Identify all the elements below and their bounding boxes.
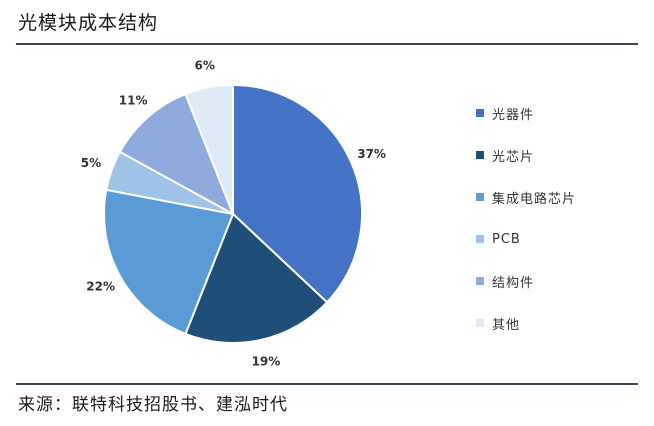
pie-slice-2 [103,188,235,336]
legend-label: 光芯片 [492,149,535,165]
pie-slice-0 [232,83,363,304]
slice-label-4: 11% [119,94,148,108]
legend-label: PCB [492,231,521,247]
legend-item-5: 其他 [476,302,576,344]
chart-legend: 光器件光芯片集成电路芯片 PCB 结构件其他 [476,92,576,344]
slice-label-1: 19% [252,354,281,368]
legend-label: 集成电路芯片 [492,191,577,207]
title-divider [16,43,638,45]
slice-label-2: 22% [86,280,115,294]
slice-label-5: 6% [195,59,215,73]
source-divider [16,383,638,385]
source-note: 来源：联特科技招股书、建泓时代 [18,395,288,415]
legend-label: 其他 [492,317,521,333]
legend-swatch [476,235,484,243]
legend-item-4: 结构件 [476,260,576,302]
slice-label-3: 5% [81,156,101,170]
slice-label-0: 37% [357,147,386,161]
pie-slice-5 [184,83,234,215]
legend-swatch [476,319,484,327]
legend-item-1: 光芯片 [476,134,576,176]
legend-swatch [476,109,484,117]
legend-swatch [476,277,484,285]
legend-item-0: 光器件 [476,92,576,134]
legend-swatch [476,193,484,201]
legend-label: 结构件 [492,275,535,291]
pie-slice-4 [118,92,235,217]
chart-title: 光模块成本结构 [18,12,159,34]
legend-item-3: PCB [476,218,576,260]
legend-label: 光器件 [492,107,535,123]
pie-chart: 37% 19% 22% 5% 11% 6% [81,59,386,369]
legend-swatch [476,151,484,159]
legend-item-2: 集成电路芯片 [476,176,576,218]
